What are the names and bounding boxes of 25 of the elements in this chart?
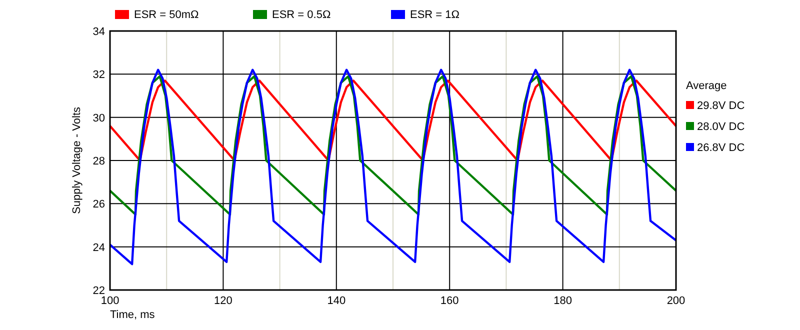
x-tick-label: 120 <box>214 295 232 307</box>
text: 29.8V DC <box>697 100 745 112</box>
x-axis-title: Time, ms <box>110 309 156 321</box>
y-tick-label: 34 <box>92 26 105 38</box>
legend-label: ESR = 1Ω <box>410 9 460 21</box>
x-tick-label: 160 <box>440 295 459 307</box>
line-series <box>108 68 678 266</box>
legend-label: ESR = 0.5Ω <box>272 9 331 21</box>
x-tick-label: 100 <box>100 295 120 307</box>
y-axis-title: Supply Voltage - Volts <box>71 106 83 214</box>
line-series <box>108 80 678 162</box>
text: 28.0V DC <box>697 121 745 133</box>
line-series <box>108 75 678 216</box>
text: Average <box>686 80 727 92</box>
y-tick-label: 32 <box>92 69 105 82</box>
x-tick-label: 180 <box>554 295 572 307</box>
y-tick-label: 28 <box>92 156 105 168</box>
x-tick-label: 200 <box>666 295 686 307</box>
y-tick-label: 22 <box>92 285 105 297</box>
y-tick-label: 24 <box>92 242 105 254</box>
y-tick-label: 26 <box>92 198 105 211</box>
x-tick-label: 140 <box>327 295 346 307</box>
legend-label: ESR = 50mΩ <box>134 9 199 21</box>
text: 26.8V DC <box>697 142 745 154</box>
y-tick-label: 30 <box>92 112 105 124</box>
